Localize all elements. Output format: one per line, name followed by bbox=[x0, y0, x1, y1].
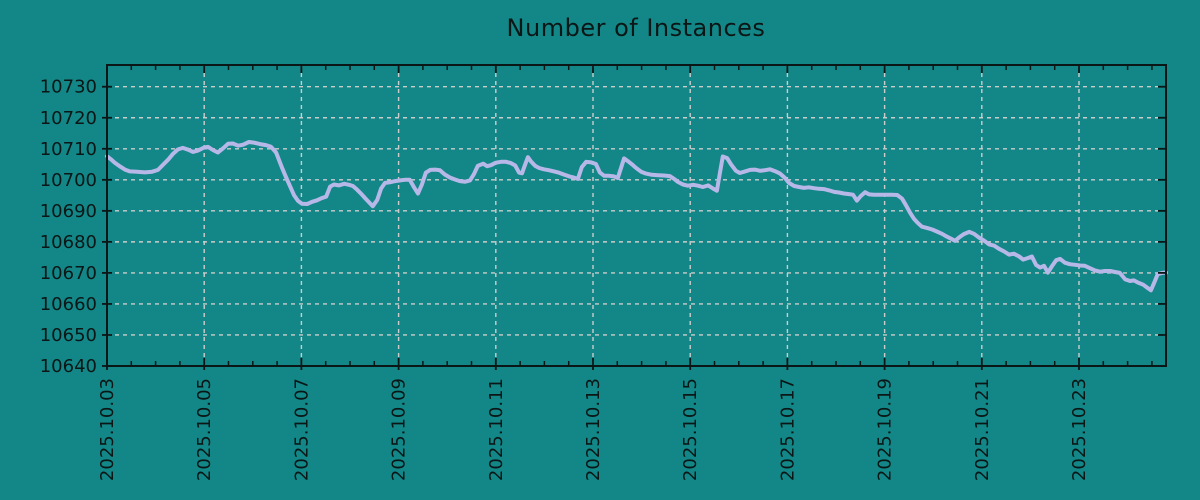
x-tick-label: 2025.10.11 bbox=[486, 378, 507, 481]
y-tick-label: 10650 bbox=[40, 325, 97, 346]
y-tick-label: 10710 bbox=[40, 139, 97, 160]
x-tick-label: 2025.10.05 bbox=[194, 378, 215, 481]
axis-ticks bbox=[102, 65, 1166, 370]
y-tick-label: 10690 bbox=[40, 201, 97, 222]
chart-title: Number of Instances bbox=[506, 14, 766, 42]
x-tick-label: 2025.10.17 bbox=[777, 378, 798, 481]
series-line-instances bbox=[105, 140, 1168, 293]
plot-frame bbox=[106, 64, 1167, 367]
x-tick-label: 2025.10.13 bbox=[583, 378, 604, 481]
y-tick-label: 10670 bbox=[40, 263, 97, 284]
axis-labels: 10640 10650 10660 10670 10680 10690 10700 10710… bbox=[40, 77, 1090, 481]
y-tick-label: 10660 bbox=[40, 294, 97, 315]
x-tick-label: 2025.10.07 bbox=[291, 378, 312, 481]
x-tick-label: 2025.10.19 bbox=[875, 378, 896, 481]
x-tick-label: 2025.10.09 bbox=[389, 378, 410, 481]
gridlines bbox=[106, 65, 1166, 366]
x-tick-label: 2025.10.23 bbox=[1069, 378, 1090, 481]
y-tick-label: 10720 bbox=[40, 108, 97, 129]
y-tick-label: 10680 bbox=[40, 232, 97, 253]
x-tick-label: 2025.10.21 bbox=[972, 378, 993, 481]
y-tick-label: 10640 bbox=[40, 356, 97, 377]
x-tick-label: 2025.10.03 bbox=[97, 378, 118, 481]
y-tick-label: 10730 bbox=[40, 77, 97, 98]
y-tick-label: 10700 bbox=[40, 170, 97, 191]
data-series bbox=[105, 140, 1168, 293]
x-tick-label: 2025.10.15 bbox=[680, 378, 701, 481]
